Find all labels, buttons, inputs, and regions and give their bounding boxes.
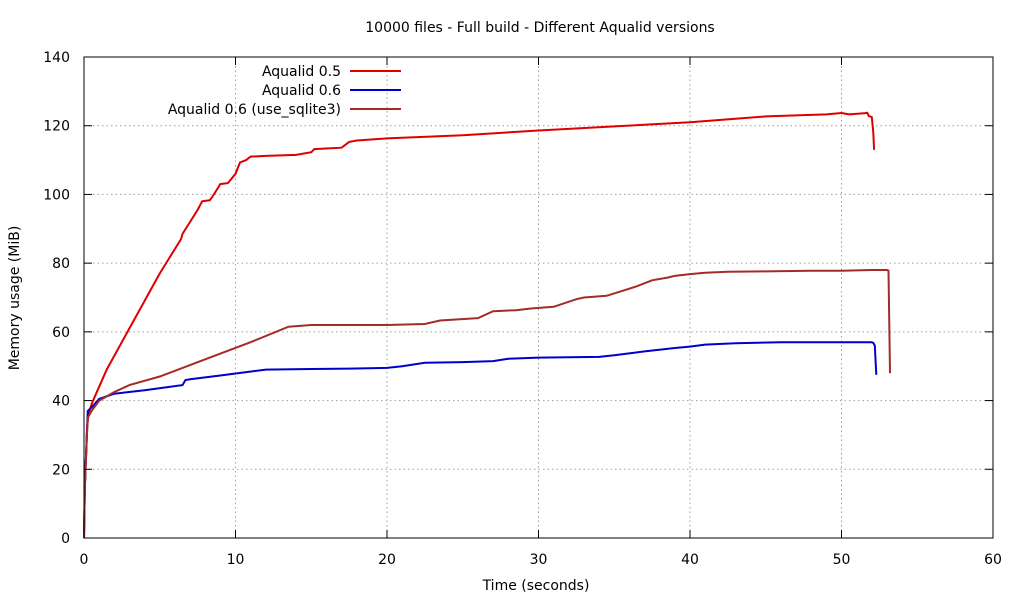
x-axis-title: Time (seconds) (482, 578, 590, 594)
axis-tick-labels: 0 10 20 30 40 50 60 0 20 40 60 80 100 120 140 (43, 50, 1002, 568)
y-axis-title: Memory usage (MiB) (7, 226, 23, 371)
axis-ticks (83, 56, 994, 539)
x-tick-label: 0 (80, 552, 89, 568)
y-tick-label: 120 (43, 119, 70, 135)
x-tick-label: 30 (530, 552, 548, 568)
series-line-1 (83, 111, 876, 539)
series-lines (83, 111, 891, 539)
y-tick-label: 80 (52, 256, 70, 272)
x-tick-label: 60 (984, 552, 1002, 568)
x-tick-label: 40 (681, 552, 699, 568)
grid (84, 57, 993, 538)
y-tick-label: 40 (52, 394, 70, 410)
chart-title: 10000 files - Full build - Different Aqu… (365, 20, 714, 36)
y-tick-label: 140 (43, 50, 70, 66)
series-line-3 (83, 269, 891, 539)
y-tick-label: 20 (52, 462, 70, 478)
x-tick-label: 50 (833, 552, 851, 568)
y-tick-label: 100 (43, 187, 70, 203)
legend-label: Aqualid 0.6 (262, 83, 341, 99)
y-tick-label: 0 (61, 531, 70, 547)
legend: Aqualid 0.5 Aqualid 0.6 Aqualid 0.6 (use_s… (168, 64, 401, 118)
x-tick-label: 10 (227, 552, 245, 568)
x-tick-label: 20 (378, 552, 396, 568)
legend-label: Aqualid 0.6 (use_sqlite3) (168, 102, 341, 118)
y-tick-label: 60 (52, 325, 70, 341)
series-line-2 (83, 341, 878, 539)
legend-label: Aqualid 0.5 (262, 64, 341, 80)
